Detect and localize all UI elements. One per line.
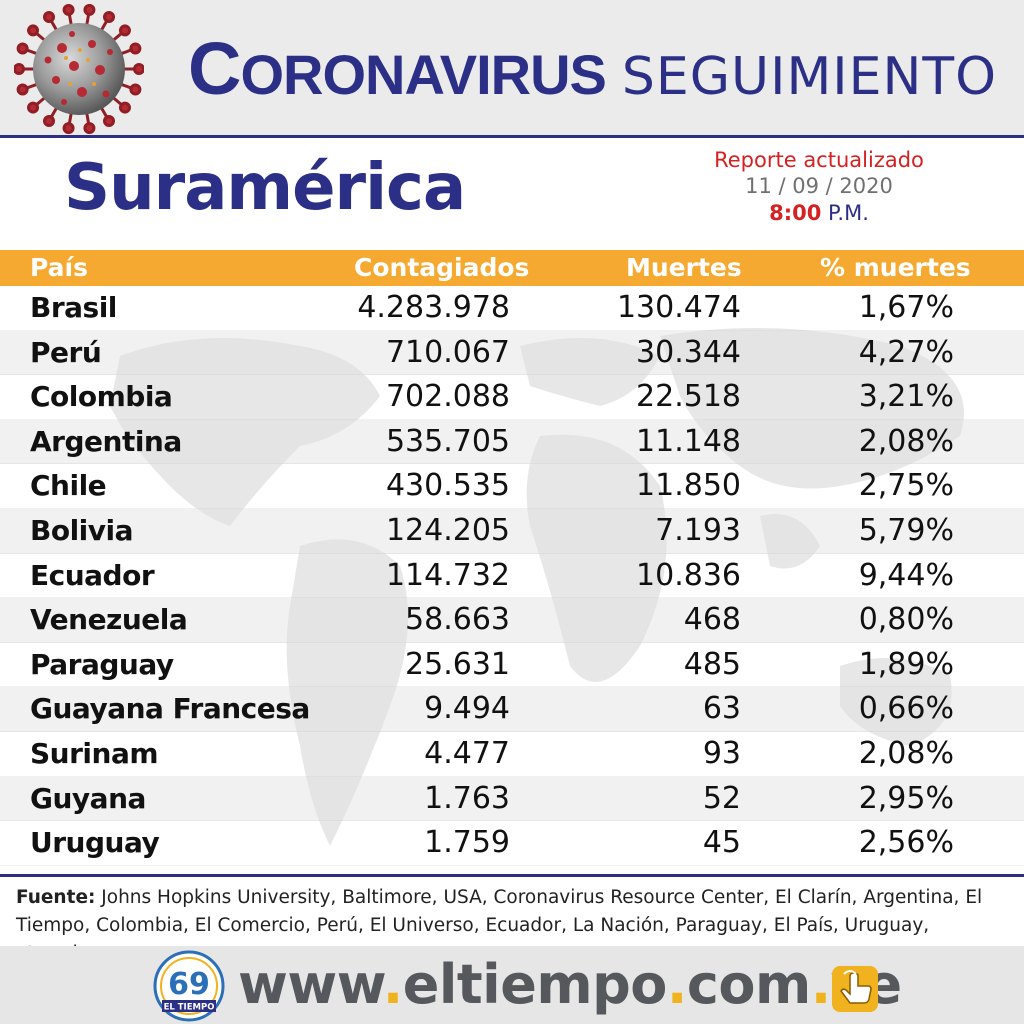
header-banner: CORONAVIRUS SEGUIMIENTO [0, 0, 1024, 138]
cell-country: Chile [30, 469, 107, 503]
title-strong: CORONAVIRUS [188, 27, 607, 110]
cell-country: Guyana [30, 781, 146, 815]
table-row: Surinam 4.477 93 2,08% [0, 732, 1024, 777]
coronavirus-icon [14, 4, 144, 134]
cell-country: Paraguay [30, 647, 174, 681]
report-time: 8:00 P.M. [769, 200, 869, 225]
cell-deaths: 30.344 [636, 334, 741, 370]
table-divider [0, 874, 1024, 877]
cell-deaths: 45 [702, 825, 741, 861]
column-header-deaths: Muertes [626, 253, 742, 282]
cell-cases: 1.763 [424, 780, 510, 816]
table-row: Colombia 702.088 22.518 3,21% [0, 375, 1024, 420]
cell-pct: 3,21% [858, 379, 954, 415]
table-row: Ecuador 114.732 10.836 9,44% [0, 554, 1024, 599]
table-row: Paraguay 25.631 485 1,89% [0, 643, 1024, 688]
subheader: Suramérica Reporte actualizado 11 / 09 /… [0, 141, 1024, 249]
cell-cases: 535.705 [385, 423, 510, 459]
column-header-cases: Contagiados [354, 253, 530, 282]
cell-cases: 702.088 [385, 379, 510, 415]
cell-country: Perú [30, 335, 102, 369]
cell-deaths: 468 [683, 602, 741, 638]
logo-number: 69 [168, 967, 210, 1002]
report-info: Reporte actualizado 11 / 09 / 2020 8:00 … [660, 147, 978, 226]
cell-cases: 25.631 [405, 646, 510, 682]
cell-deaths: 485 [683, 646, 741, 682]
cell-cases: 4.477 [424, 735, 510, 771]
cell-pct: 2,56% [858, 825, 954, 861]
table-row: Guayana Francesa 9.494 63 0,66% [0, 687, 1024, 732]
cell-pct: 1,89% [858, 646, 954, 682]
el-tiempo-logo-icon: 69 EL TIEMPO [153, 950, 225, 1022]
website-url[interactable]: www.eltiempo.com.ve [238, 953, 902, 1016]
cell-deaths: 11.148 [636, 423, 741, 459]
table-header: País Contagiados Muertes % muertes [0, 250, 1024, 286]
table-row: Venezuela 58.663 468 0,80% [0, 598, 1024, 643]
region-title: Suramérica [64, 151, 466, 225]
cell-pct: 4,27% [858, 334, 954, 370]
cell-pct: 2,08% [858, 423, 954, 459]
table-row: Bolivia 124.205 7.193 5,79% [0, 508, 1024, 554]
cell-pct: 2,08% [858, 735, 954, 771]
source-text: Johns Hopkins University, Baltimore, USA… [16, 887, 983, 964]
cell-cases: 4.283.978 [357, 290, 510, 325]
pointing-hand-icon [832, 966, 878, 1012]
cell-cases: 58.663 [405, 602, 510, 638]
report-date: 11 / 09 / 2020 [745, 174, 893, 199]
cell-deaths: 7.193 [655, 512, 741, 548]
cell-country: Colombia [30, 380, 173, 414]
table-row: Uruguay 1.759 45 2,56% [0, 821, 1024, 866]
footer: 69 EL TIEMPO www.eltiempo.com.ve [0, 946, 1024, 1024]
cell-pct: 0,80% [858, 602, 954, 638]
main-title: CORONAVIRUS SEGUIMIENTO [188, 26, 997, 116]
cell-pct: 5,79% [858, 512, 954, 548]
source-note: Fuente: Johns Hopkins University, Baltim… [16, 884, 1008, 968]
cell-cases: 9.494 [424, 691, 510, 727]
cell-cases: 430.535 [385, 468, 510, 504]
title-light: SEGUIMIENTO [621, 47, 998, 107]
cell-pct: 0,66% [858, 691, 954, 727]
cell-cases: 124.205 [385, 512, 510, 548]
cell-country: Surinam [30, 736, 159, 770]
cell-deaths: 130.474 [616, 290, 741, 325]
cell-deaths: 93 [702, 735, 741, 771]
cell-country: Uruguay [30, 826, 160, 860]
cell-deaths: 63 [702, 691, 741, 727]
cell-cases: 710.067 [385, 334, 510, 370]
table-row: Chile 430.535 11.850 2,75% [0, 464, 1024, 509]
cell-country: Ecuador [30, 558, 155, 592]
world-map-background-icon [110, 328, 964, 846]
cell-country: Bolivia [30, 513, 134, 547]
report-label: Reporte actualizado [714, 148, 924, 172]
table-row: Perú 710.067 30.344 4,27% [0, 330, 1024, 376]
data-table: País Contagiados Muertes % muertes Brasi… [0, 250, 1024, 874]
cell-pct: 2,95% [858, 780, 954, 816]
cell-deaths: 22.518 [636, 379, 741, 415]
cell-deaths: 52 [702, 780, 741, 816]
cell-pct: 1,67% [858, 290, 954, 325]
cell-deaths: 11.850 [636, 468, 741, 504]
source-label: Fuente: [16, 887, 96, 908]
cell-country: Argentina [30, 424, 182, 458]
cell-deaths: 10.836 [636, 557, 741, 593]
cell-pct: 9,44% [858, 557, 954, 593]
table-row: Brasil 4.283.978 130.474 1,67% [0, 286, 1024, 331]
column-header-pct: % muertes [820, 253, 971, 282]
cell-cases: 1.759 [424, 825, 510, 861]
cell-country: Venezuela [30, 603, 188, 637]
cell-cases: 114.732 [385, 557, 510, 593]
cell-country: Brasil [30, 291, 117, 324]
cell-country: Guayana Francesa [30, 692, 310, 726]
table-row: Guyana 1.763 52 2,95% [0, 776, 1024, 822]
column-header-country: País [30, 253, 88, 282]
logo-text: EL TIEMPO [164, 1003, 215, 1013]
cell-pct: 2,75% [858, 468, 954, 504]
table-body: Brasil 4.283.978 130.474 1,67% Perú 710.… [0, 286, 1024, 866]
table-row: Argentina 535.705 11.148 2,08% [0, 419, 1024, 465]
